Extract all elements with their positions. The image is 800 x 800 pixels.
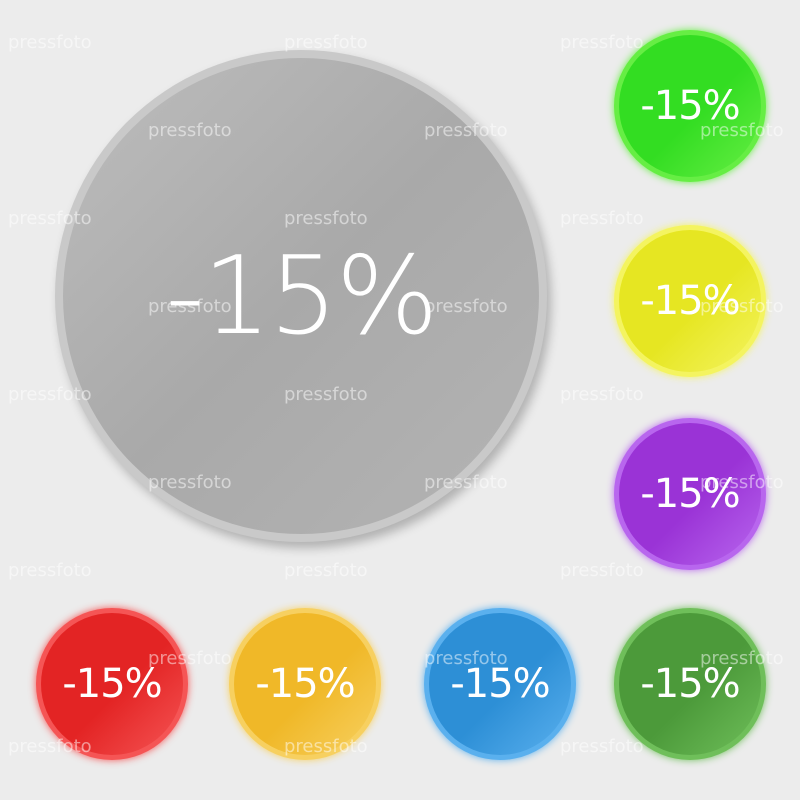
watermark: pressfoto: [8, 32, 92, 53]
watermark: pressfoto: [8, 560, 92, 581]
discount-label: -15%: [640, 471, 740, 517]
discount-label: -15%: [640, 661, 740, 707]
button-face: [234, 613, 376, 755]
watermark: pressfoto: [560, 560, 644, 581]
purple-discount-button[interactable]: -15%: [614, 418, 766, 570]
orange-discount-button[interactable]: -15%: [229, 608, 381, 760]
button-face: [63, 58, 539, 534]
discount-label: -15%: [255, 661, 355, 707]
button-face: [429, 613, 571, 755]
dark-green-discount-button[interactable]: -15%: [614, 608, 766, 760]
watermark: pressfoto: [560, 736, 644, 757]
green-discount-button[interactable]: -15%: [614, 30, 766, 182]
watermark: pressfoto: [560, 384, 644, 405]
discount-label: -15%: [640, 83, 740, 129]
button-face: [619, 613, 761, 755]
button-face: [619, 35, 761, 177]
button-face: [619, 230, 761, 372]
button-face: [619, 423, 761, 565]
large-discount-button[interactable]: -15%: [55, 50, 547, 542]
discount-label: -15%: [165, 233, 438, 359]
button-face: [41, 613, 183, 755]
watermark: pressfoto: [560, 208, 644, 229]
red-discount-button[interactable]: -15%: [36, 608, 188, 760]
discount-label: -15%: [450, 661, 550, 707]
yellow-discount-button[interactable]: -15%: [614, 225, 766, 377]
discount-label: -15%: [62, 661, 162, 707]
watermark: pressfoto: [560, 32, 644, 53]
blue-discount-button[interactable]: -15%: [424, 608, 576, 760]
discount-label: -15%: [640, 278, 740, 324]
watermark: pressfoto: [284, 560, 368, 581]
